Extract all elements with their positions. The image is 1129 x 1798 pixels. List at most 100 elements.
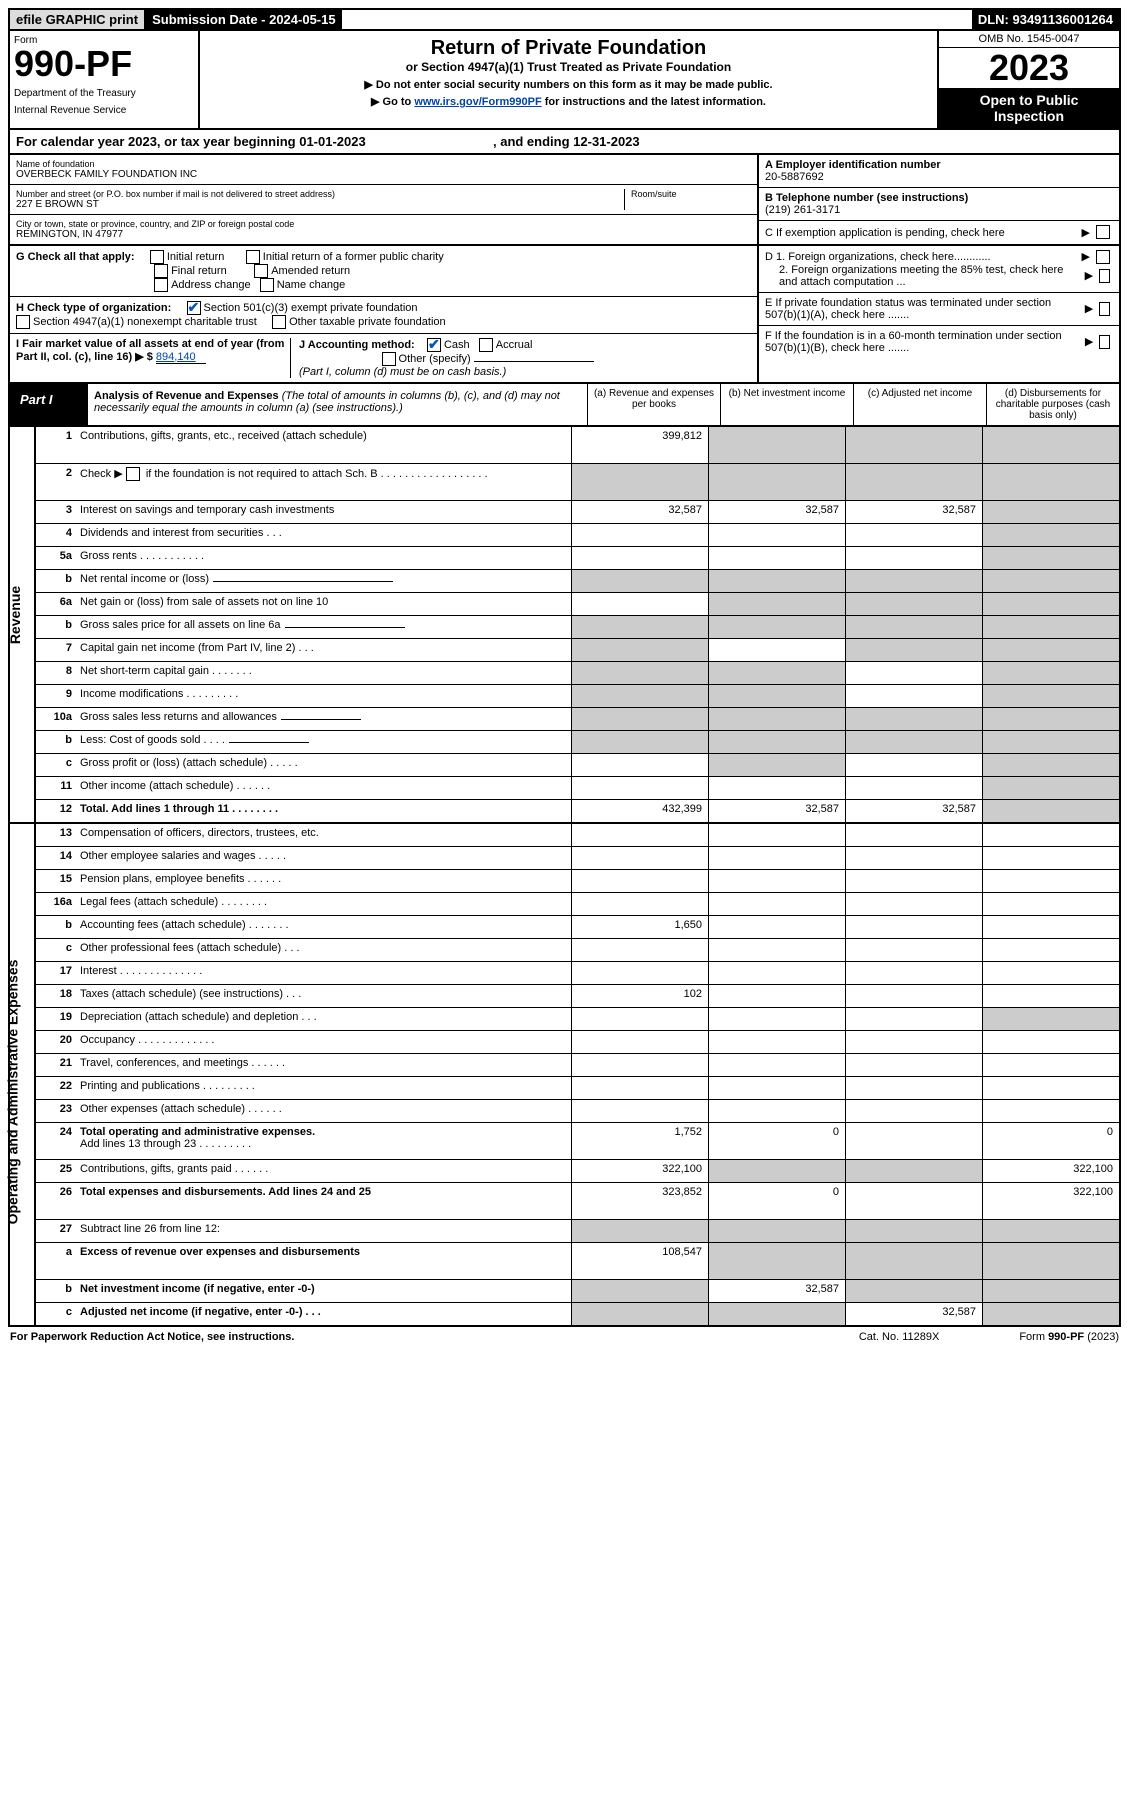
table-row: bNet investment income (if negative, ent… xyxy=(36,1280,1119,1303)
checkbox-amended[interactable] xyxy=(254,264,268,278)
table-row: 25Contributions, gifts, grants paid . . … xyxy=(36,1160,1119,1183)
checkbox-name[interactable] xyxy=(260,278,274,292)
part1-title: Analysis of Revenue and Expenses (The to… xyxy=(88,384,588,425)
section-g: G Check all that apply: Initial return I… xyxy=(10,246,757,297)
checkbox-initial-former[interactable] xyxy=(246,250,260,264)
identity-block: Name of foundation OVERBECK FAMILY FOUND… xyxy=(8,155,1121,246)
col-a: (a) Revenue and expenses per books xyxy=(588,384,721,425)
table-row: 5aGross rents . . . . . . . . . . . xyxy=(36,547,1119,570)
col-c: (c) Adjusted net income xyxy=(854,384,987,425)
table-row: 14Other employee salaries and wages . . … xyxy=(36,847,1119,870)
expenses-table: Operating and Administrative Expenses 13… xyxy=(8,824,1121,1327)
header-left: Form 990-PF Department of the Treasury I… xyxy=(10,31,200,128)
ein: A Employer identification number 20-5887… xyxy=(759,155,1119,188)
table-row: 10aGross sales less returns and allowanc… xyxy=(36,708,1119,731)
note2: ▶ Go to www.irs.gov/Form990PF for instru… xyxy=(206,95,931,108)
header: Form 990-PF Department of the Treasury I… xyxy=(8,31,1121,130)
table-row: 15Pension plans, employee benefits . . .… xyxy=(36,870,1119,893)
checkbox-4947[interactable] xyxy=(16,315,30,329)
part1-label: Part I xyxy=(10,384,88,425)
table-row: 11Other income (attach schedule) . . . .… xyxy=(36,777,1119,800)
telephone: B Telephone number (see instructions) (2… xyxy=(759,188,1119,221)
note1: ▶ Do not enter social security numbers o… xyxy=(206,78,931,91)
table-row: 2Check ▶ if the foundation is not requir… xyxy=(36,464,1119,501)
calendar-year: For calendar year 2023, or tax year begi… xyxy=(8,130,1121,155)
table-row: aExcess of revenue over expenses and dis… xyxy=(36,1243,1119,1280)
table-row: 16aLegal fees (attach schedule) . . . . … xyxy=(36,893,1119,916)
irs: Internal Revenue Service xyxy=(14,105,194,116)
revenue-table: Revenue 1Contributions, gifts, grants, e… xyxy=(8,427,1121,824)
table-row: 17Interest . . . . . . . . . . . . . . xyxy=(36,962,1119,985)
checkbox-e[interactable] xyxy=(1099,302,1110,316)
footer: For Paperwork Reduction Act Notice, see … xyxy=(8,1327,1121,1347)
table-row: cGross profit or (loss) (attach schedule… xyxy=(36,754,1119,777)
tax-year: 2023 xyxy=(939,48,1119,88)
header-mid: Return of Private Foundation or Section … xyxy=(200,31,937,128)
dln: DLN: 93491136001264 xyxy=(972,10,1119,29)
submission-date: Submission Date - 2024-05-15 xyxy=(146,10,342,29)
part1-header: Part I Analysis of Revenue and Expenses … xyxy=(8,384,1121,427)
checkbox-cash[interactable] xyxy=(427,338,441,352)
table-row: 3Interest on savings and temporary cash … xyxy=(36,501,1119,524)
checkbox-c[interactable] xyxy=(1096,225,1110,239)
checkbox-initial[interactable] xyxy=(150,250,164,264)
omb: OMB No. 1545-0047 xyxy=(939,31,1119,48)
col-d: (d) Disbursements for charitable purpose… xyxy=(987,384,1119,425)
table-row: 18Taxes (attach schedule) (see instructi… xyxy=(36,985,1119,1008)
table-row: 19Depreciation (attach schedule) and dep… xyxy=(36,1008,1119,1031)
section-d: D 1. Foreign organizations, check here..… xyxy=(759,246,1119,293)
table-row: 8Net short-term capital gain . . . . . .… xyxy=(36,662,1119,685)
efile-print-button[interactable]: efile GRAPHIC print xyxy=(10,10,146,29)
table-row: bAccounting fees (attach schedule) . . .… xyxy=(36,916,1119,939)
checkbox-d2[interactable] xyxy=(1099,269,1110,283)
expenses-side-label: Operating and Administrative Expenses xyxy=(10,824,36,1325)
foundation-name: Name of foundation OVERBECK FAMILY FOUND… xyxy=(10,155,757,185)
cat-no: Cat. No. 11289X xyxy=(859,1331,940,1343)
table-row: cOther professional fees (attach schedul… xyxy=(36,939,1119,962)
table-row: 6aNet gain or (loss) from sale of assets… xyxy=(36,593,1119,616)
dept: Department of the Treasury xyxy=(14,88,194,99)
table-row: 13Compensation of officers, directors, t… xyxy=(36,824,1119,847)
table-row: 27Subtract line 26 from line 12: xyxy=(36,1220,1119,1243)
table-row: bGross sales price for all assets on lin… xyxy=(36,616,1119,639)
table-row: 26Total expenses and disbursements. Add … xyxy=(36,1183,1119,1220)
table-row: 7Capital gain net income (from Part IV, … xyxy=(36,639,1119,662)
exemption-pending: C If exemption application is pending, c… xyxy=(759,221,1119,243)
form-number: 990-PF xyxy=(14,46,194,82)
table-row: 21Travel, conferences, and meetings . . … xyxy=(36,1054,1119,1077)
checkbox-d1[interactable] xyxy=(1096,250,1110,264)
table-row: cAdjusted net income (if negative, enter… xyxy=(36,1303,1119,1325)
check-sections: G Check all that apply: Initial return I… xyxy=(8,246,1121,384)
table-row: 23Other expenses (attach schedule) . . .… xyxy=(36,1100,1119,1123)
table-row: 9Income modifications . . . . . . . . . xyxy=(36,685,1119,708)
table-row: bLess: Cost of goods sold . . . . xyxy=(36,731,1119,754)
fmv-value: 894,140 xyxy=(156,351,206,364)
table-row: 4Dividends and interest from securities … xyxy=(36,524,1119,547)
paperwork-notice: For Paperwork Reduction Act Notice, see … xyxy=(10,1331,294,1343)
table-row: 22Printing and publications . . . . . . … xyxy=(36,1077,1119,1100)
table-row: 20Occupancy . . . . . . . . . . . . . xyxy=(36,1031,1119,1054)
table-row: 1Contributions, gifts, grants, etc., rec… xyxy=(36,427,1119,464)
section-e: E If private foundation status was termi… xyxy=(759,293,1119,326)
form-ref: Form 990-PF (2023) xyxy=(1019,1331,1119,1343)
checkbox-address[interactable] xyxy=(154,278,168,292)
checkbox-other-method[interactable] xyxy=(382,352,396,366)
form-subtitle: or Section 4947(a)(1) Trust Treated as P… xyxy=(206,60,931,74)
top-bar: efile GRAPHIC print Submission Date - 20… xyxy=(8,8,1121,31)
city: City or town, state or province, country… xyxy=(10,215,757,244)
col-b: (b) Net investment income xyxy=(721,384,854,425)
checkbox-schb[interactable] xyxy=(126,467,140,481)
form990pf-link[interactable]: www.irs.gov/Form990PF xyxy=(414,96,541,108)
section-i-j: I Fair market value of all assets at end… xyxy=(10,334,757,382)
open-inspection: Open to Public Inspection xyxy=(939,88,1119,128)
header-right: OMB No. 1545-0047 2023 Open to Public In… xyxy=(937,31,1119,128)
form-title: Return of Private Foundation xyxy=(206,37,931,60)
checkbox-final[interactable] xyxy=(154,264,168,278)
table-row: 12Total. Add lines 1 through 11 . . . . … xyxy=(36,800,1119,822)
checkbox-accrual[interactable] xyxy=(479,338,493,352)
revenue-side-label: Revenue xyxy=(10,427,36,822)
checkbox-other-taxable[interactable] xyxy=(272,315,286,329)
table-row: bNet rental income or (loss) xyxy=(36,570,1119,593)
checkbox-501c3[interactable] xyxy=(187,301,201,315)
checkbox-f[interactable] xyxy=(1099,335,1110,349)
